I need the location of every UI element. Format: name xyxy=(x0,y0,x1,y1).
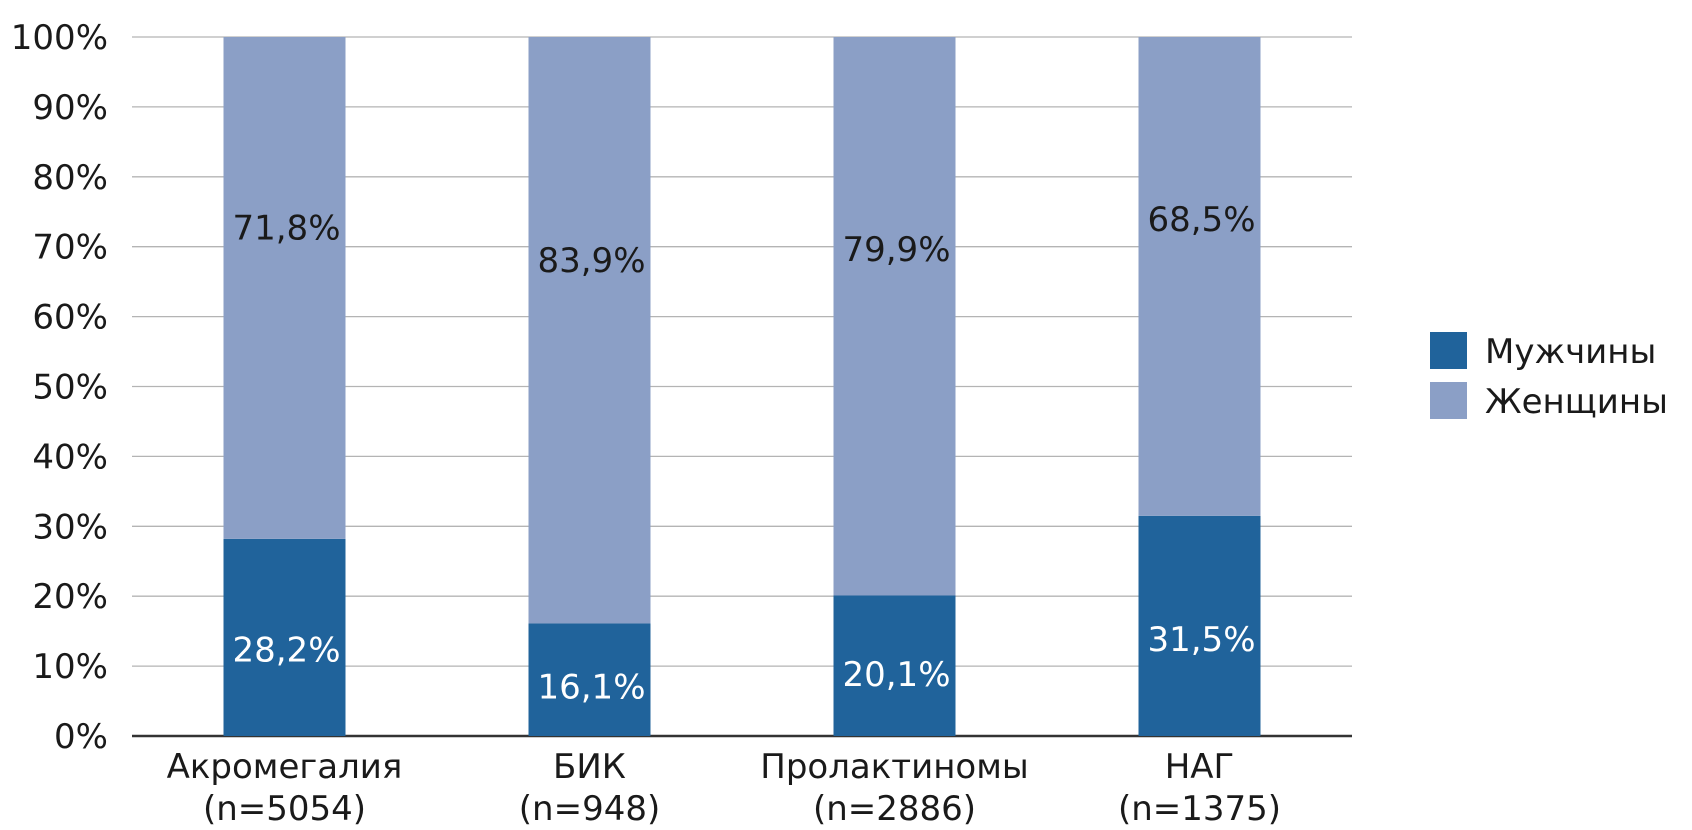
y-tick-label: 30% xyxy=(32,507,108,547)
bar-segment xyxy=(528,623,651,736)
x-category-label: Акромегалия xyxy=(167,747,403,787)
bar-segment xyxy=(833,37,956,596)
y-tick-label: 80% xyxy=(32,158,108,198)
x-category-label: Пролактиномы xyxy=(760,747,1028,787)
y-tick-label: 100% xyxy=(11,18,108,58)
legend-swatch xyxy=(1430,332,1467,369)
legend-label: Мужчины xyxy=(1485,332,1656,372)
data-label: 83,9% xyxy=(537,241,645,281)
x-category-count: (n=948) xyxy=(519,789,660,829)
legend-swatch xyxy=(1430,382,1467,419)
y-tick-label: 10% xyxy=(32,647,108,687)
data-label: 68,5% xyxy=(1147,200,1255,240)
y-tick-label: 60% xyxy=(32,298,108,338)
y-tick-label: 0% xyxy=(54,717,108,757)
data-label: 20,1% xyxy=(842,655,950,695)
x-category-count: (n=5054) xyxy=(203,789,366,829)
x-category-count: (n=1375) xyxy=(1118,789,1281,829)
bar-segment xyxy=(528,37,651,624)
y-tick-label: 50% xyxy=(32,368,108,408)
x-category-label: БИК xyxy=(553,747,626,787)
data-label: 31,5% xyxy=(1147,620,1255,660)
data-label: 28,2% xyxy=(232,630,340,670)
data-label: 71,8% xyxy=(232,209,340,249)
bar-segment xyxy=(833,595,956,736)
y-tick-label: 90% xyxy=(32,88,108,128)
bar-segment xyxy=(1138,37,1261,516)
y-tick-label: 20% xyxy=(32,577,108,617)
bar-segment xyxy=(1138,515,1261,736)
x-category-label: НАГ xyxy=(1165,747,1235,787)
legend-label: Женщины xyxy=(1485,382,1668,422)
data-label: 16,1% xyxy=(537,667,645,707)
bar-segment xyxy=(223,538,346,736)
x-category-count: (n=2886) xyxy=(813,789,976,829)
data-label: 79,9% xyxy=(842,230,950,270)
y-tick-label: 40% xyxy=(32,437,108,477)
bar-segment xyxy=(223,37,346,539)
y-tick-label: 70% xyxy=(32,228,108,268)
